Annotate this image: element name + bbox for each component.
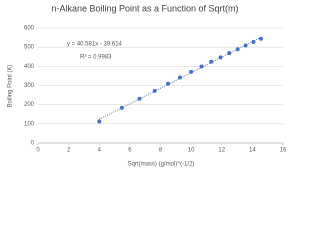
data-point xyxy=(119,105,124,110)
y-tick-label: 600 xyxy=(24,26,35,32)
x-tick-label: 10 xyxy=(188,148,195,154)
annotation: y = 40.581x - 39.614 xyxy=(67,42,123,48)
x-tick-label: 0 xyxy=(36,148,40,154)
x-tick-label: 12 xyxy=(218,148,225,154)
data-point xyxy=(137,96,142,101)
chart-title: n-Alkane Boiling Point as a Function of … xyxy=(51,3,238,13)
y-axis-title: Boiling Point (K) xyxy=(8,64,14,107)
data-point xyxy=(258,36,263,41)
x-tick-label: 2 xyxy=(67,148,71,154)
data-point xyxy=(189,69,194,74)
y-tick-label: 300 xyxy=(24,83,35,89)
x-axis-title: Sqrt(mass) (g/mol)^(-1/2) xyxy=(128,162,195,168)
y-tick-label: 100 xyxy=(24,121,35,127)
x-tick-label: 16 xyxy=(280,148,287,154)
data-point xyxy=(97,119,102,124)
data-point xyxy=(209,59,214,64)
data-point xyxy=(199,64,204,69)
data-point xyxy=(177,75,182,80)
annotation: R² = 0.9983 xyxy=(80,55,112,61)
data-point xyxy=(152,88,157,93)
data-point xyxy=(251,39,256,44)
x-tick-label: 6 xyxy=(128,148,132,154)
y-tick-label: 0 xyxy=(31,141,35,147)
y-tick-label: 500 xyxy=(24,45,35,51)
x-tick-label: 8 xyxy=(159,148,163,154)
x-tick-label: 4 xyxy=(98,148,102,154)
y-tick-label: 200 xyxy=(24,102,35,108)
data-point xyxy=(227,51,232,56)
data-point xyxy=(235,47,240,52)
y-tick-label: 400 xyxy=(24,64,35,70)
chart: n-Alkane Boiling Point as a Function of … xyxy=(8,3,287,168)
data-point xyxy=(218,55,223,60)
data-point xyxy=(166,81,171,86)
data-point xyxy=(243,43,248,48)
x-tick-label: 14 xyxy=(249,148,256,154)
